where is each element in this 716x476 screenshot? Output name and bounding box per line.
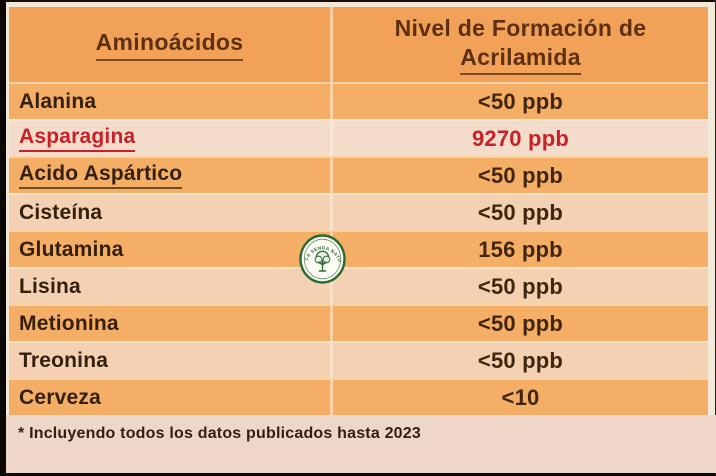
row-value: <50 ppb [477, 162, 564, 188]
row-label: Cerveza [19, 385, 101, 409]
la-senda-natural-logo: LA SENDA NATURAL [297, 230, 346, 284]
amino-acids-table: Aminoácidos Nivel de Formación de Acrila… [9, 7, 708, 415]
table-row-asparagina: Asparagina 9270 ppb [9, 119, 708, 156]
row-label: Lisina [19, 274, 81, 298]
frame-edge-bottom [0, 473, 716, 476]
table-row-cisteina: Cisteína <50 ppb [9, 193, 708, 230]
row-value: <50 ppb [477, 199, 564, 225]
row-label-highlighted: Asparagina [19, 125, 136, 152]
header-label-aminoacids: Aminoácidos [95, 28, 244, 61]
row-value: <50 ppb [477, 88, 564, 114]
footnote-bar: * Incluyendo todos los datos publicados … [6, 415, 716, 473]
row-label: Glutamina [19, 237, 124, 261]
table-row-metionina: Metionina <50 ppb [9, 304, 708, 341]
table-row-lisina: Lisina <50 ppb [9, 267, 708, 304]
header-cell-aminoacids: Aminoácidos [9, 7, 330, 82]
table-row-acido-aspartico: Acido Aspártico <50 ppb [9, 156, 708, 193]
frame-edge-left [0, 0, 6, 476]
table-row-glutamina: Glutamina 156 ppb [9, 230, 708, 267]
table-row-alanina: Alanina <50 ppb [9, 82, 708, 119]
table-row-cerveza: Cerveza <10 [9, 378, 708, 415]
footnote-text: * Incluyendo todos los datos publicados … [18, 425, 421, 442]
row-value-highlighted: 9270 ppb [472, 125, 569, 151]
row-label: Metionina [19, 311, 119, 335]
row-value: <50 ppb [477, 310, 564, 336]
row-value: <50 ppb [477, 273, 564, 299]
table-header-row: Aminoácidos Nivel de Formación de Acrila… [9, 7, 708, 82]
header-label-level-line1: Nivel de Formación de [394, 14, 647, 41]
header-label-level-line2: Acrilamida [460, 43, 581, 76]
row-label: Treonina [19, 348, 109, 372]
row-label: Alanina [19, 89, 97, 113]
frame-edge-top [0, 0, 716, 2]
tree-glyph [314, 250, 331, 272]
header-cell-acrylamide-level: Nivel de Formación de Acrilamida [330, 7, 708, 82]
table-row-treonina: Treonina <50 ppb [9, 341, 708, 378]
row-label: Acido Aspártico [19, 162, 183, 189]
row-value: <10 [501, 384, 540, 410]
row-value: 156 ppb [478, 236, 563, 262]
row-label: Cisteína [19, 200, 103, 224]
row-value: <50 ppb [477, 347, 564, 373]
tree-badge-icon: LA SENDA NATURAL [297, 230, 346, 284]
